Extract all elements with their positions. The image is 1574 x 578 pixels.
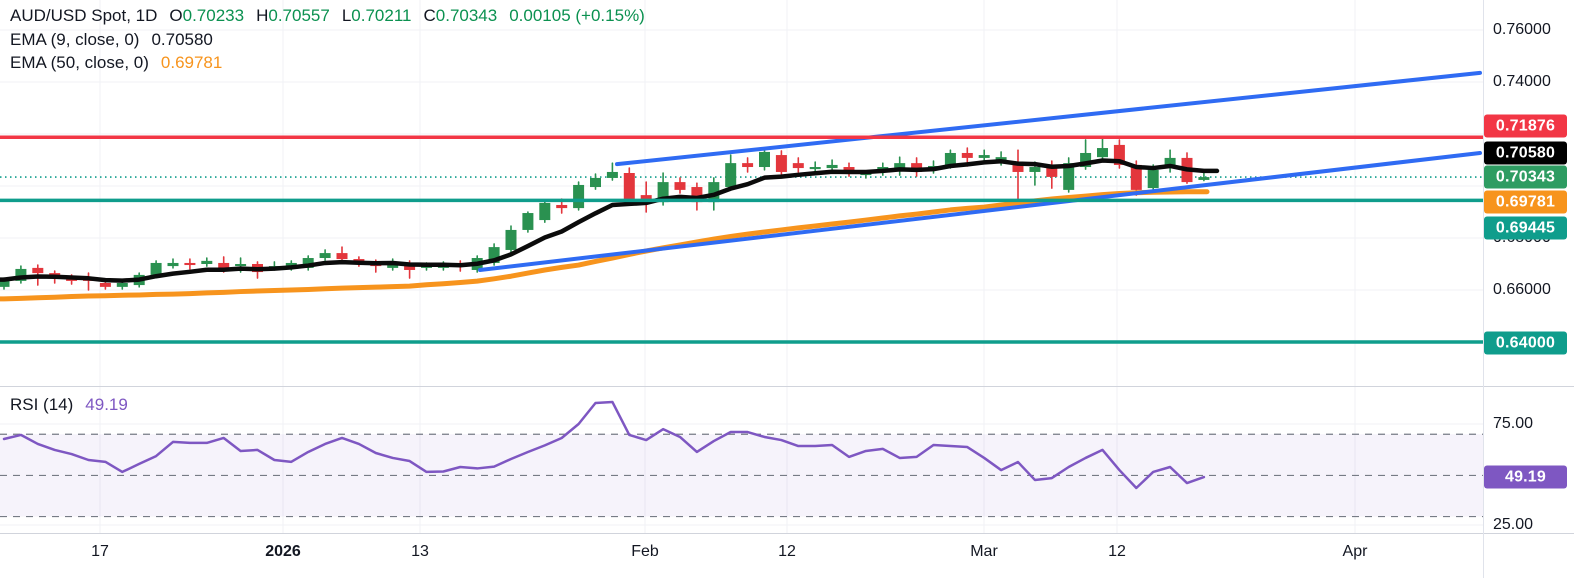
price-badge: 0.70343 [1484,165,1567,189]
ema50-legend[interactable]: EMA (50, close, 0) 0.69781 [10,53,222,73]
time-tick: 13 [411,543,429,560]
price-tick: 0.76000 [1493,21,1551,38]
ohlc-close: C0.70343 [423,6,498,25]
time-tick: 12 [778,543,796,560]
ema9-legend[interactable]: EMA (9, close, 0) 0.70580 [10,30,213,50]
time-tick: 17 [91,543,109,560]
ema9-label: EMA (9, close, 0) [10,30,140,49]
ema50-label: EMA (50, close, 0) [10,53,149,72]
rsi-tick: 25.00 [1493,516,1534,533]
time-tick: 12 [1108,543,1126,560]
symbol-legend[interactable]: AUD/USD Spot, 1D O0.70233 H0.70557 L0.70… [10,6,645,26]
rsi-tick: 75.00 [1493,415,1534,432]
price-badge: 0.70580 [1484,141,1567,165]
time-tick: Mar [970,543,998,560]
rsi-value: 49.19 [85,395,128,414]
price-tick: 0.66000 [1493,281,1551,298]
time-tick: Apr [1342,543,1368,560]
time-tick: Feb [631,543,659,560]
rsi-label: RSI (14) [10,395,74,414]
price-axis-border [1483,0,1484,578]
ohlc-change: 0.00105 (+0.15%) [509,6,645,25]
ohlc-high: H0.70557 [256,6,330,25]
ohlc-open: O0.70233 [169,6,245,25]
rsi-legend[interactable]: RSI (14) 49.19 [10,395,128,415]
symbol-title: AUD/USD Spot, 1D [10,6,158,25]
price-badge: 0.69445 [1484,216,1567,240]
ema9-value: 0.70580 [151,30,213,49]
time-tick: 2026 [265,543,301,560]
pane-separator[interactable] [0,386,1574,387]
ohlc-low: L0.70211 [341,6,412,25]
price-badge: 0.69781 [1484,190,1567,214]
time-axis-border [0,533,1574,534]
price-badge: 0.71876 [1484,114,1567,138]
ema50-value: 0.69781 [160,53,223,72]
price-tick: 0.74000 [1493,73,1551,90]
rsi-badge: 49.19 [1484,465,1567,489]
price-badge: 0.64000 [1484,331,1567,355]
